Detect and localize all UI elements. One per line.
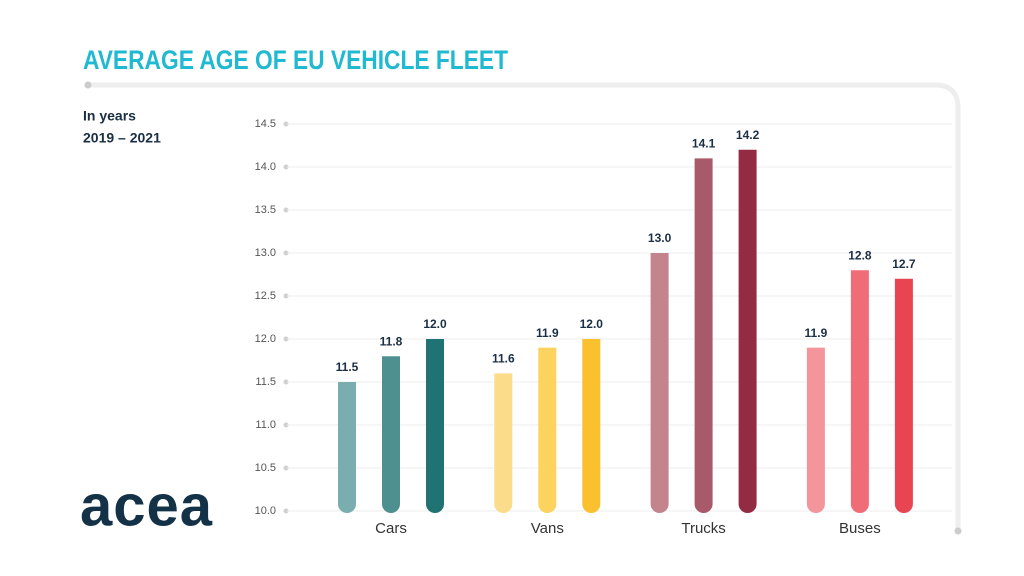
y-tick-label: 12.0 [255,333,276,345]
value-label: 12.0 [580,317,604,331]
value-label: 11.8 [380,334,403,348]
y-tick-label: 10.0 [255,505,276,517]
tick-dot [283,422,289,428]
bar [494,373,513,513]
y-tick-label: 11.0 [255,419,276,431]
tick-dot [283,336,289,342]
tick-dot [283,465,289,471]
unit-label: In years [83,108,136,124]
value-label: 11.5 [336,360,359,374]
value-label: 13.0 [648,231,672,245]
x-tick-label: Trucks [681,520,725,537]
y-tick-label: 14.0 [255,161,276,173]
bar [806,347,825,513]
bar [382,356,400,513]
value-label: 12.7 [892,257,916,271]
tick-dot [283,379,289,385]
tick-dot [283,293,289,299]
bar [850,270,869,513]
value-label: 14.1 [692,137,716,151]
value-label: 11.9 [536,326,559,340]
bar [582,339,601,513]
y-tick-label: 13.5 [255,204,276,216]
tick-dot [283,508,289,514]
frame-dot [84,81,92,89]
value-label: 11.6 [492,352,515,366]
x-tick-label: Buses [839,520,881,537]
x-tick-label: Cars [375,520,407,537]
bar [338,382,356,513]
y-tick-label: 12.5 [255,290,276,302]
bar [694,158,713,513]
value-label: 11.9 [805,326,828,340]
bar [738,149,757,514]
value-label: 12.0 [423,317,447,331]
frame [88,82,961,531]
tick-dot [283,207,289,213]
y-tick-label: 13.0 [255,247,276,259]
tick-dot [283,164,289,170]
y-tick-label: 10.5 [255,462,276,474]
y-tick-label: 14.5 [255,118,276,130]
chart-title: AVERAGE AGE OF EU VEHICLE FLEET [83,45,508,75]
y-tick-label: 11.5 [255,376,276,388]
bar [426,339,444,513]
period: 2019 – 2021 [83,130,161,146]
logo: acea [80,473,213,538]
bar [538,347,557,513]
x-tick-label: Vans [531,520,564,537]
tick-dot [283,250,289,256]
bar [894,278,913,513]
bar [650,253,669,513]
value-label: 14.2 [736,128,760,142]
frame-dot [954,527,962,535]
tick-dot [283,121,289,127]
value-label: 12.8 [848,248,872,262]
